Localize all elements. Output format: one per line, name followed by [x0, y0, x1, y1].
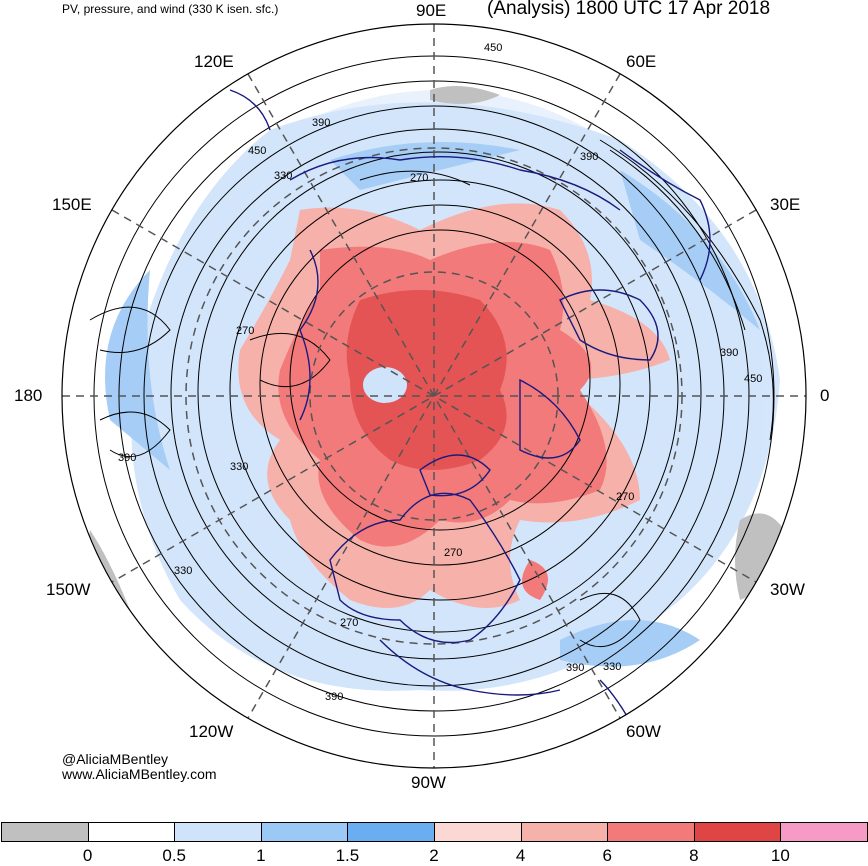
contour-label: 390 — [118, 452, 137, 464]
colorbar-swatch — [520, 822, 609, 842]
colorbar-tick-label: 4 — [515, 846, 526, 865]
lon-label-0: 0 — [820, 386, 830, 405]
contour-label: 390 — [720, 347, 739, 359]
title-right: (Analysis) 1800 UTC 17 Apr 2018 — [487, 0, 771, 19]
colorbar-swatch — [780, 822, 868, 842]
colorbar-swatch — [260, 822, 349, 842]
lon-label-180: 180 — [14, 386, 43, 405]
colorbar-tick-label: 0.5 — [162, 846, 187, 865]
contour-label: 450 — [744, 373, 763, 385]
title-left: PV, pressure, and wind (330 K isen. sfc.… — [62, 2, 279, 16]
colorbar-tick-label: 0 — [82, 846, 93, 865]
colorbar-swatch — [1, 822, 89, 842]
colorbar-swatch — [434, 822, 522, 842]
map-boundary — [61, 23, 807, 769]
contour-label: 330 — [603, 661, 622, 673]
contour-label: 270 — [236, 325, 255, 337]
colorbar-tick-label: 8 — [689, 846, 699, 865]
colorbar-tick-label: 1 — [256, 846, 266, 865]
contour-label: 270 — [340, 617, 359, 629]
lon-label-60e: 60E — [626, 52, 657, 71]
credit: @AliciaMBentley www.AliciaMBentley.com — [62, 752, 217, 782]
contour-label: 270 — [410, 172, 429, 184]
contour-label: 330 — [174, 565, 193, 577]
colorbar-swatch — [693, 822, 782, 842]
credit-handle: @AliciaMBentley — [62, 751, 169, 767]
colorbar-tick-label: 10 — [770, 846, 790, 865]
contour-label: 330 — [274, 170, 293, 182]
contour-label: 450 — [484, 42, 503, 54]
contour-label: 390 — [312, 117, 331, 129]
contour-label: 390 — [325, 691, 344, 703]
colorbar-swatch — [174, 822, 262, 842]
lon-label-90w: 90W — [411, 773, 446, 792]
lon-label-150w: 150W — [46, 580, 91, 599]
contour-label: 450 — [248, 145, 267, 157]
lon-label-90e: 90E — [416, 1, 447, 20]
lon-label-120w: 120W — [189, 722, 234, 741]
graticule — [62, 24, 806, 768]
lon-label-30e: 30E — [770, 195, 801, 214]
contour-label: 390 — [566, 662, 585, 674]
colorbar-tick-label: 6 — [602, 846, 612, 865]
lon-label-120e: 120E — [194, 52, 234, 71]
colorbar-swatch — [607, 822, 695, 842]
lon-label-30w: 30W — [770, 580, 805, 599]
contour-label: 270 — [444, 547, 463, 559]
colorbar-tick-label: 2 — [429, 846, 439, 865]
lon-label-150e: 150E — [52, 195, 92, 214]
contour-label: 270 — [616, 491, 635, 503]
lon-label-60w: 60W — [626, 722, 661, 741]
colorbar-swatch — [347, 822, 435, 842]
colorbar-swatch — [87, 822, 176, 842]
credit-website: www.AliciaMBentley.com — [62, 766, 217, 782]
colorbar-tick-label: 1.5 — [335, 846, 360, 865]
contour-label: 390 — [580, 151, 599, 163]
contour-label: 330 — [230, 461, 249, 473]
